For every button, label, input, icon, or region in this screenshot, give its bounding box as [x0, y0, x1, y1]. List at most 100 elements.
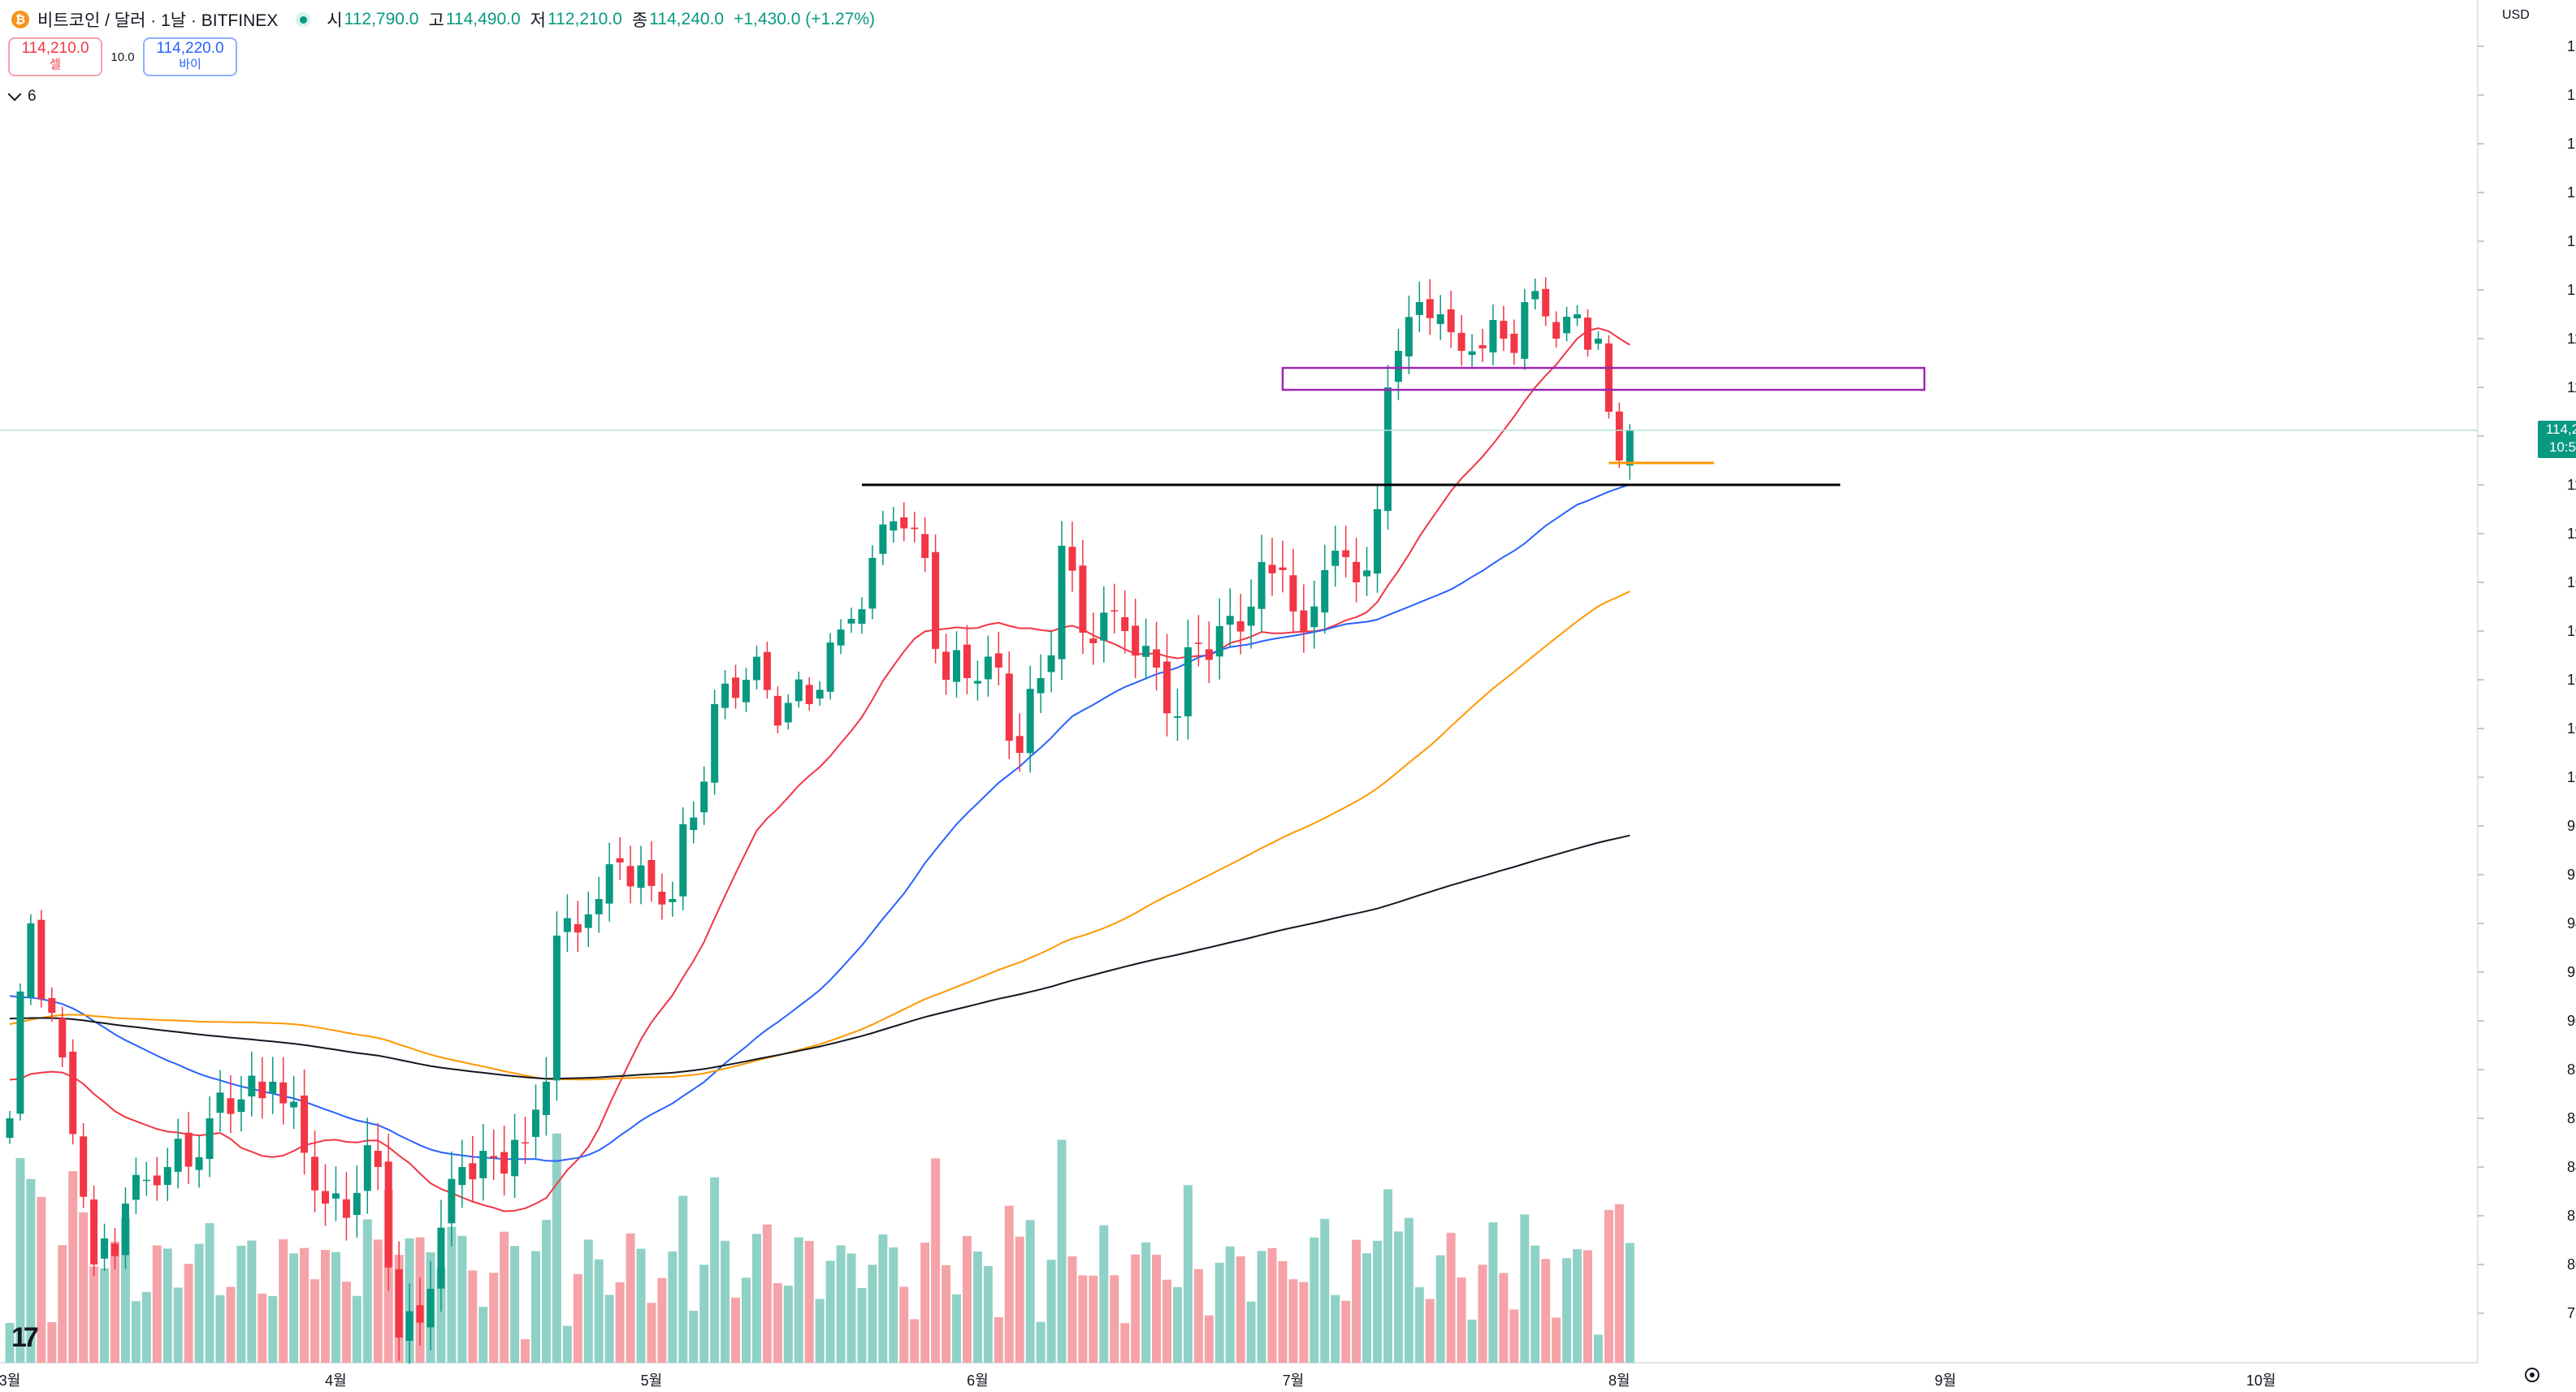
volume-bar: [626, 1233, 635, 1363]
volume-bar: [162, 1248, 172, 1363]
candle-body: [1363, 570, 1371, 577]
candle: [574, 901, 582, 953]
candle-body: [890, 521, 898, 531]
candle-body: [48, 997, 56, 1014]
candle-body: [847, 619, 855, 624]
candle: [511, 1113, 519, 1198]
volume-bar: [636, 1248, 646, 1363]
volume-bar: [447, 1226, 457, 1363]
candle: [27, 914, 35, 1005]
candle-body: [773, 695, 781, 726]
bitcoin-icon: ₿: [11, 11, 29, 28]
sell-button[interactable]: 114,210.0 셀: [8, 37, 102, 76]
candle: [80, 1123, 88, 1208]
candle-body: [1268, 564, 1276, 573]
volume-bar: [1246, 1301, 1256, 1363]
volume-bar: [1478, 1264, 1487, 1363]
candle-body: [837, 629, 845, 646]
time-tick-label: 6월: [967, 1373, 989, 1389]
candle-body: [1594, 339, 1602, 344]
candle: [426, 1260, 435, 1351]
candle-body: [637, 865, 645, 888]
symbol-title[interactable]: 비트코인 / 달러 · 1날 · BITFINEX: [37, 11, 279, 30]
time-tick-label: 3월: [0, 1373, 20, 1389]
candle-body: [1205, 649, 1213, 660]
candle-body: [911, 527, 919, 530]
volume-bar: [825, 1260, 835, 1363]
candle: [1142, 618, 1150, 680]
candle-body: [37, 919, 45, 1000]
volume-bar: [1520, 1214, 1530, 1363]
volume-bar: [1425, 1299, 1435, 1363]
candle: [879, 511, 887, 565]
indicators-toggle[interactable]: 6: [7, 87, 37, 106]
price-tick-label: 128,000.0: [2567, 87, 2576, 103]
volume-bar: [1562, 1258, 1572, 1363]
candle-body: [1110, 610, 1119, 612]
candle: [932, 534, 940, 664]
volume-bar: [457, 1235, 467, 1363]
candle-body: [1331, 551, 1340, 566]
volume-bar: [478, 1307, 488, 1363]
volume-bar: [983, 1265, 993, 1363]
candle-body: [742, 680, 750, 702]
candle: [290, 1075, 298, 1130]
candle-body: [1037, 677, 1045, 694]
buy-button[interactable]: 114,220.0 바이: [143, 37, 237, 76]
volume-bar: [1414, 1287, 1424, 1363]
candle: [206, 1096, 214, 1178]
candle: [732, 664, 740, 709]
volume-bar: [721, 1240, 730, 1363]
candle: [1331, 525, 1340, 587]
candle: [1542, 277, 1550, 326]
volume-bar: [846, 1253, 856, 1363]
volume-bar: [15, 1157, 25, 1363]
volume-bar: [1362, 1253, 1372, 1363]
candle-body: [1173, 716, 1181, 718]
price-tick-label: 92,000.0: [2567, 964, 2576, 980]
volume-bar: [1141, 1242, 1151, 1363]
candle: [953, 631, 960, 698]
candle-body: [1026, 689, 1034, 754]
candle-body: [1604, 343, 1613, 412]
open-label: 시: [327, 11, 343, 30]
candle-body: [669, 899, 677, 902]
market-status-icon: [296, 12, 311, 27]
volume-bar: [1541, 1259, 1551, 1363]
volume-bar: [279, 1239, 288, 1363]
gear-icon[interactable]: [2525, 1368, 2539, 1382]
candle-body: [1100, 612, 1108, 641]
candle-body: [1394, 351, 1402, 383]
candle-body: [426, 1289, 435, 1328]
candle-body: [90, 1199, 98, 1264]
currency-label[interactable]: USD: [2502, 8, 2530, 22]
volume-bar: [500, 1231, 509, 1363]
volume-bar: [952, 1294, 961, 1363]
candle-body: [1194, 642, 1202, 644]
candle: [311, 1130, 319, 1213]
candle: [142, 1161, 150, 1196]
candle: [837, 619, 845, 655]
candle-body: [522, 1142, 530, 1143]
candle-body: [80, 1136, 88, 1197]
candle-body: [563, 918, 571, 932]
time-tick-label: 9월: [1935, 1373, 1957, 1389]
candle-body: [647, 859, 656, 886]
candle-body: [868, 558, 877, 609]
volume-bar: [1320, 1218, 1330, 1363]
volume-bar: [1214, 1262, 1224, 1363]
candle-body: [1457, 332, 1466, 351]
candle-body: [58, 1018, 67, 1057]
tradingview-logo-icon[interactable]: 17: [11, 1322, 39, 1353]
candle: [700, 766, 708, 825]
candle: [1594, 331, 1602, 350]
candle: [322, 1164, 329, 1226]
candle-body: [363, 1145, 371, 1191]
candle-body: [227, 1098, 235, 1114]
candle-body: [311, 1156, 319, 1191]
volume-bar: [699, 1264, 709, 1363]
candle: [1310, 580, 1318, 649]
close-value: 114,240.0: [649, 10, 725, 28]
volume-bar: [37, 1196, 46, 1363]
